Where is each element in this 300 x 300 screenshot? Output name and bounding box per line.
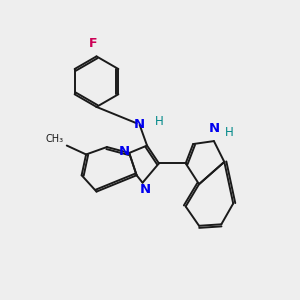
Text: H: H bbox=[225, 126, 234, 139]
Text: N: N bbox=[140, 183, 151, 196]
Text: H: H bbox=[155, 115, 164, 128]
Text: CH₃: CH₃ bbox=[46, 134, 64, 144]
Text: F: F bbox=[89, 37, 98, 50]
Text: N: N bbox=[118, 145, 129, 158]
Text: N: N bbox=[208, 122, 220, 134]
Text: N: N bbox=[134, 118, 145, 131]
